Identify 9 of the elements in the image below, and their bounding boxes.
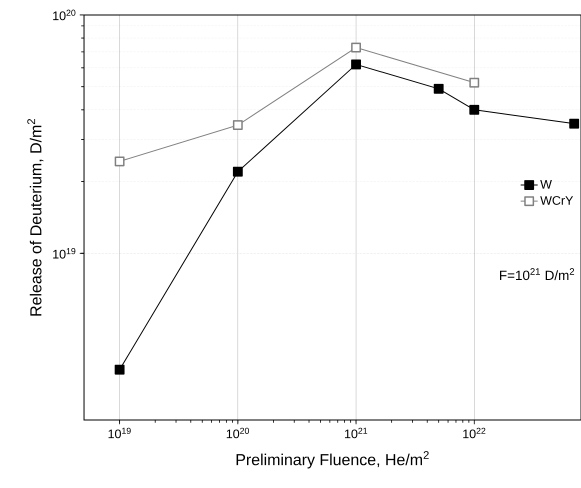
x-tick-label: 10$^{20}$ <box>226 428 250 438</box>
annotation: F=10$^{21}$ D/m$^{2}$ <box>500 268 574 280</box>
legend-label: W <box>540 180 552 189</box>
legend-label: WCrY <box>540 196 574 205</box>
x-tick-label: 10$^{22}$ <box>463 428 486 438</box>
x-axis-title: Preliminary Fluence, He/m$^{2}$ <box>236 451 429 468</box>
x-tick-label: 10$^{19}$ <box>108 428 131 438</box>
y-axis-title: Release of Deuterium, D/m$^{2}$ <box>27 119 44 316</box>
x-tick-label: 10$^{21}$ <box>344 428 368 438</box>
